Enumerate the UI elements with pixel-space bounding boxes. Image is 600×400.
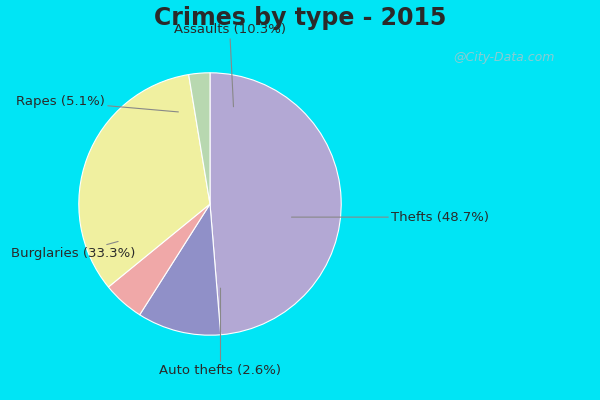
Text: Rapes (5.1%): Rapes (5.1%)	[16, 95, 178, 112]
Wedge shape	[109, 204, 210, 315]
Text: Thefts (48.7%): Thefts (48.7%)	[292, 211, 489, 224]
Wedge shape	[210, 73, 341, 335]
Wedge shape	[188, 73, 210, 204]
Text: @City-Data.com: @City-Data.com	[454, 52, 554, 64]
Text: Burglaries (33.3%): Burglaries (33.3%)	[11, 242, 135, 260]
Text: Assaults (10.3%): Assaults (10.3%)	[173, 23, 286, 107]
Text: Auto thefts (2.6%): Auto thefts (2.6%)	[160, 288, 281, 377]
Wedge shape	[140, 204, 221, 335]
Text: Crimes by type - 2015: Crimes by type - 2015	[154, 6, 446, 30]
Wedge shape	[79, 74, 210, 287]
